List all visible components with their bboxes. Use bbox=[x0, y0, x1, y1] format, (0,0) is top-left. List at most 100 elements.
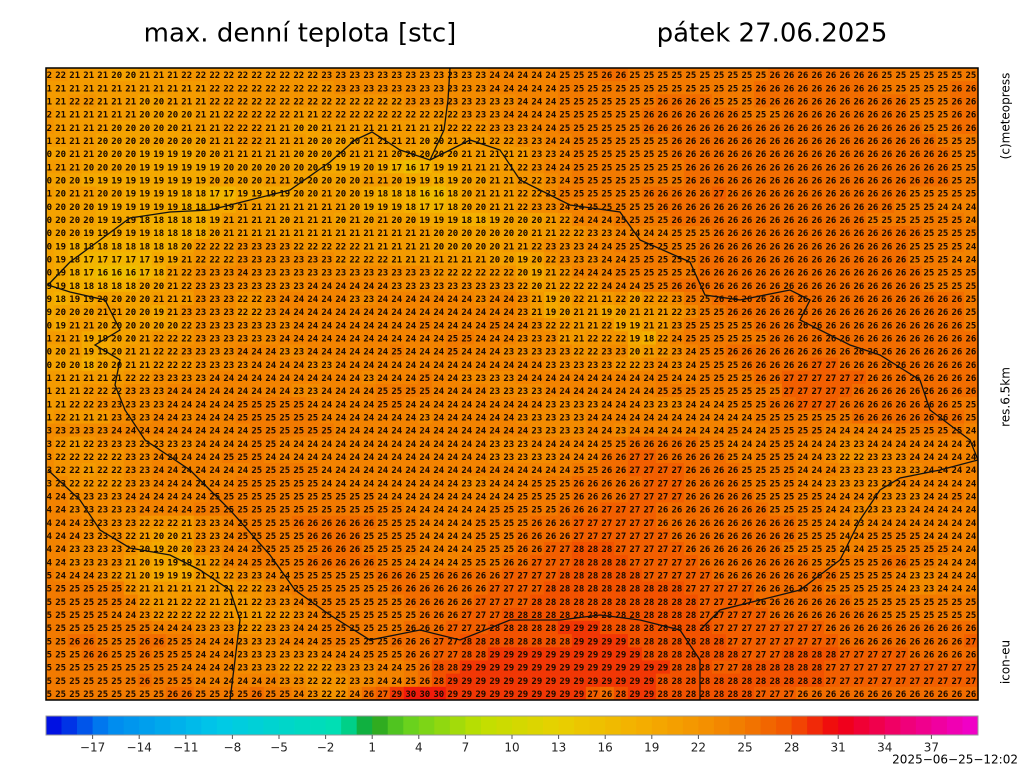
cell-value: 26 bbox=[853, 124, 864, 134]
cell-value: 24 bbox=[279, 453, 290, 463]
cell-value: 24 bbox=[517, 400, 528, 410]
cell-value: 25 bbox=[910, 545, 921, 555]
cell-value: 25 bbox=[587, 466, 598, 476]
cell-value: 26 bbox=[755, 176, 766, 186]
cell-value: 26 bbox=[531, 519, 542, 529]
cell-value: 22 bbox=[587, 282, 598, 292]
cell-value: 27 bbox=[825, 400, 836, 410]
cell-value: 23 bbox=[545, 453, 556, 463]
cell-value: 23 bbox=[237, 361, 248, 371]
cell-value: 25 bbox=[755, 413, 766, 423]
cell-value: 24 bbox=[405, 361, 416, 371]
cell-value: 25 bbox=[952, 137, 963, 147]
cell-value: 25 bbox=[741, 387, 752, 397]
cell-value: 26 bbox=[769, 400, 780, 410]
cell-value: 25 bbox=[896, 545, 907, 555]
cell-value: 21 bbox=[461, 150, 472, 160]
cell-value: 23 bbox=[419, 97, 430, 107]
cell-value: 25 bbox=[377, 506, 388, 516]
cell-value: 26 bbox=[966, 84, 977, 94]
cell-value: 23 bbox=[69, 558, 80, 568]
cell-value: 24 bbox=[433, 453, 444, 463]
cell-value: 26 bbox=[910, 124, 921, 134]
cell-value: 23 bbox=[475, 479, 486, 489]
cell-value: 27 bbox=[573, 519, 584, 529]
cell bbox=[795, 68, 811, 82]
cell bbox=[431, 120, 447, 135]
cell-value: 25 bbox=[910, 532, 921, 542]
cell-value: 26 bbox=[839, 97, 850, 107]
cell-value: 25 bbox=[783, 506, 794, 516]
cell-value: 20 bbox=[167, 111, 178, 121]
cell bbox=[333, 120, 349, 135]
cell-value: 23 bbox=[265, 334, 276, 344]
cell-value: 22 bbox=[503, 269, 514, 279]
cell-value: 25 bbox=[783, 479, 794, 489]
cell-value: 23 bbox=[223, 334, 234, 344]
cell-value: 23 bbox=[125, 400, 136, 410]
cell-value: 24 bbox=[55, 532, 66, 542]
cell-value: 24 bbox=[938, 479, 949, 489]
cell-value: 25 bbox=[615, 111, 626, 121]
cell-value: 24 bbox=[489, 466, 500, 476]
cell-value: 25 bbox=[279, 545, 290, 555]
cell-value: 25 bbox=[377, 545, 388, 555]
cell-value: 19 bbox=[447, 216, 458, 226]
cell-value: 22 bbox=[293, 242, 304, 252]
cell bbox=[571, 81, 587, 95]
cell-value: 26 bbox=[853, 242, 864, 252]
cell-value: 22 bbox=[643, 295, 654, 305]
cell-value: 21 bbox=[167, 97, 178, 107]
cell-value: 23 bbox=[545, 242, 556, 252]
cell-value: 22 bbox=[139, 519, 150, 529]
cell-value: 24 bbox=[419, 361, 430, 371]
cell-value: 27 bbox=[545, 545, 556, 555]
cell-value: 24 bbox=[447, 506, 458, 516]
cell-value: 21 bbox=[153, 84, 164, 94]
cell-value: 25 bbox=[924, 427, 935, 437]
cell-value: 21 bbox=[335, 203, 346, 213]
cell-value: 26 bbox=[924, 361, 935, 371]
cell-value: 26 bbox=[699, 242, 710, 252]
cell-value: 23 bbox=[97, 545, 108, 555]
cell-value: 19 bbox=[349, 163, 360, 173]
cell-value: 26 bbox=[825, 163, 836, 173]
cell-value: 26 bbox=[713, 203, 724, 213]
cell-value: 18 bbox=[181, 216, 192, 226]
cell-value: 23 bbox=[97, 506, 108, 516]
cell bbox=[515, 107, 531, 122]
cell-value: 26 bbox=[938, 387, 949, 397]
cell-value: 26 bbox=[517, 545, 528, 555]
cell-value: 21 bbox=[517, 242, 528, 252]
cell-value: 24 bbox=[629, 374, 640, 384]
cell-value: 18 bbox=[461, 216, 472, 226]
cell-value: 26 bbox=[769, 216, 780, 226]
cell bbox=[501, 120, 517, 135]
cell-value: 25 bbox=[882, 84, 893, 94]
cell bbox=[417, 120, 433, 135]
cell-value: 27 bbox=[629, 453, 640, 463]
cell-value: 24 bbox=[433, 519, 444, 529]
cell-value: 26 bbox=[769, 163, 780, 173]
cell-value: 20 bbox=[69, 361, 80, 371]
cell-value: 25 bbox=[713, 348, 724, 358]
cell-value: 20 bbox=[167, 532, 178, 542]
cell-value: 25 bbox=[910, 190, 921, 200]
cell-value: 21 bbox=[517, 150, 528, 160]
cell-value: 25 bbox=[896, 216, 907, 226]
cell-value: 26 bbox=[797, 150, 808, 160]
cell-value: 26 bbox=[615, 453, 626, 463]
cell-value: 25 bbox=[671, 387, 682, 397]
cell-value: 23 bbox=[531, 163, 542, 173]
cell-value: 25 bbox=[559, 190, 570, 200]
cell-value: 23 bbox=[153, 387, 164, 397]
cell-value: 24 bbox=[601, 427, 612, 437]
cell bbox=[851, 94, 867, 109]
cell bbox=[543, 68, 559, 82]
cell-value: 26 bbox=[713, 150, 724, 160]
cell-value: 24 bbox=[615, 255, 626, 265]
cell-value: 22 bbox=[279, 84, 290, 94]
cell bbox=[137, 107, 153, 122]
cell-value: 25 bbox=[629, 176, 640, 186]
cell-value: 24 bbox=[391, 427, 402, 437]
